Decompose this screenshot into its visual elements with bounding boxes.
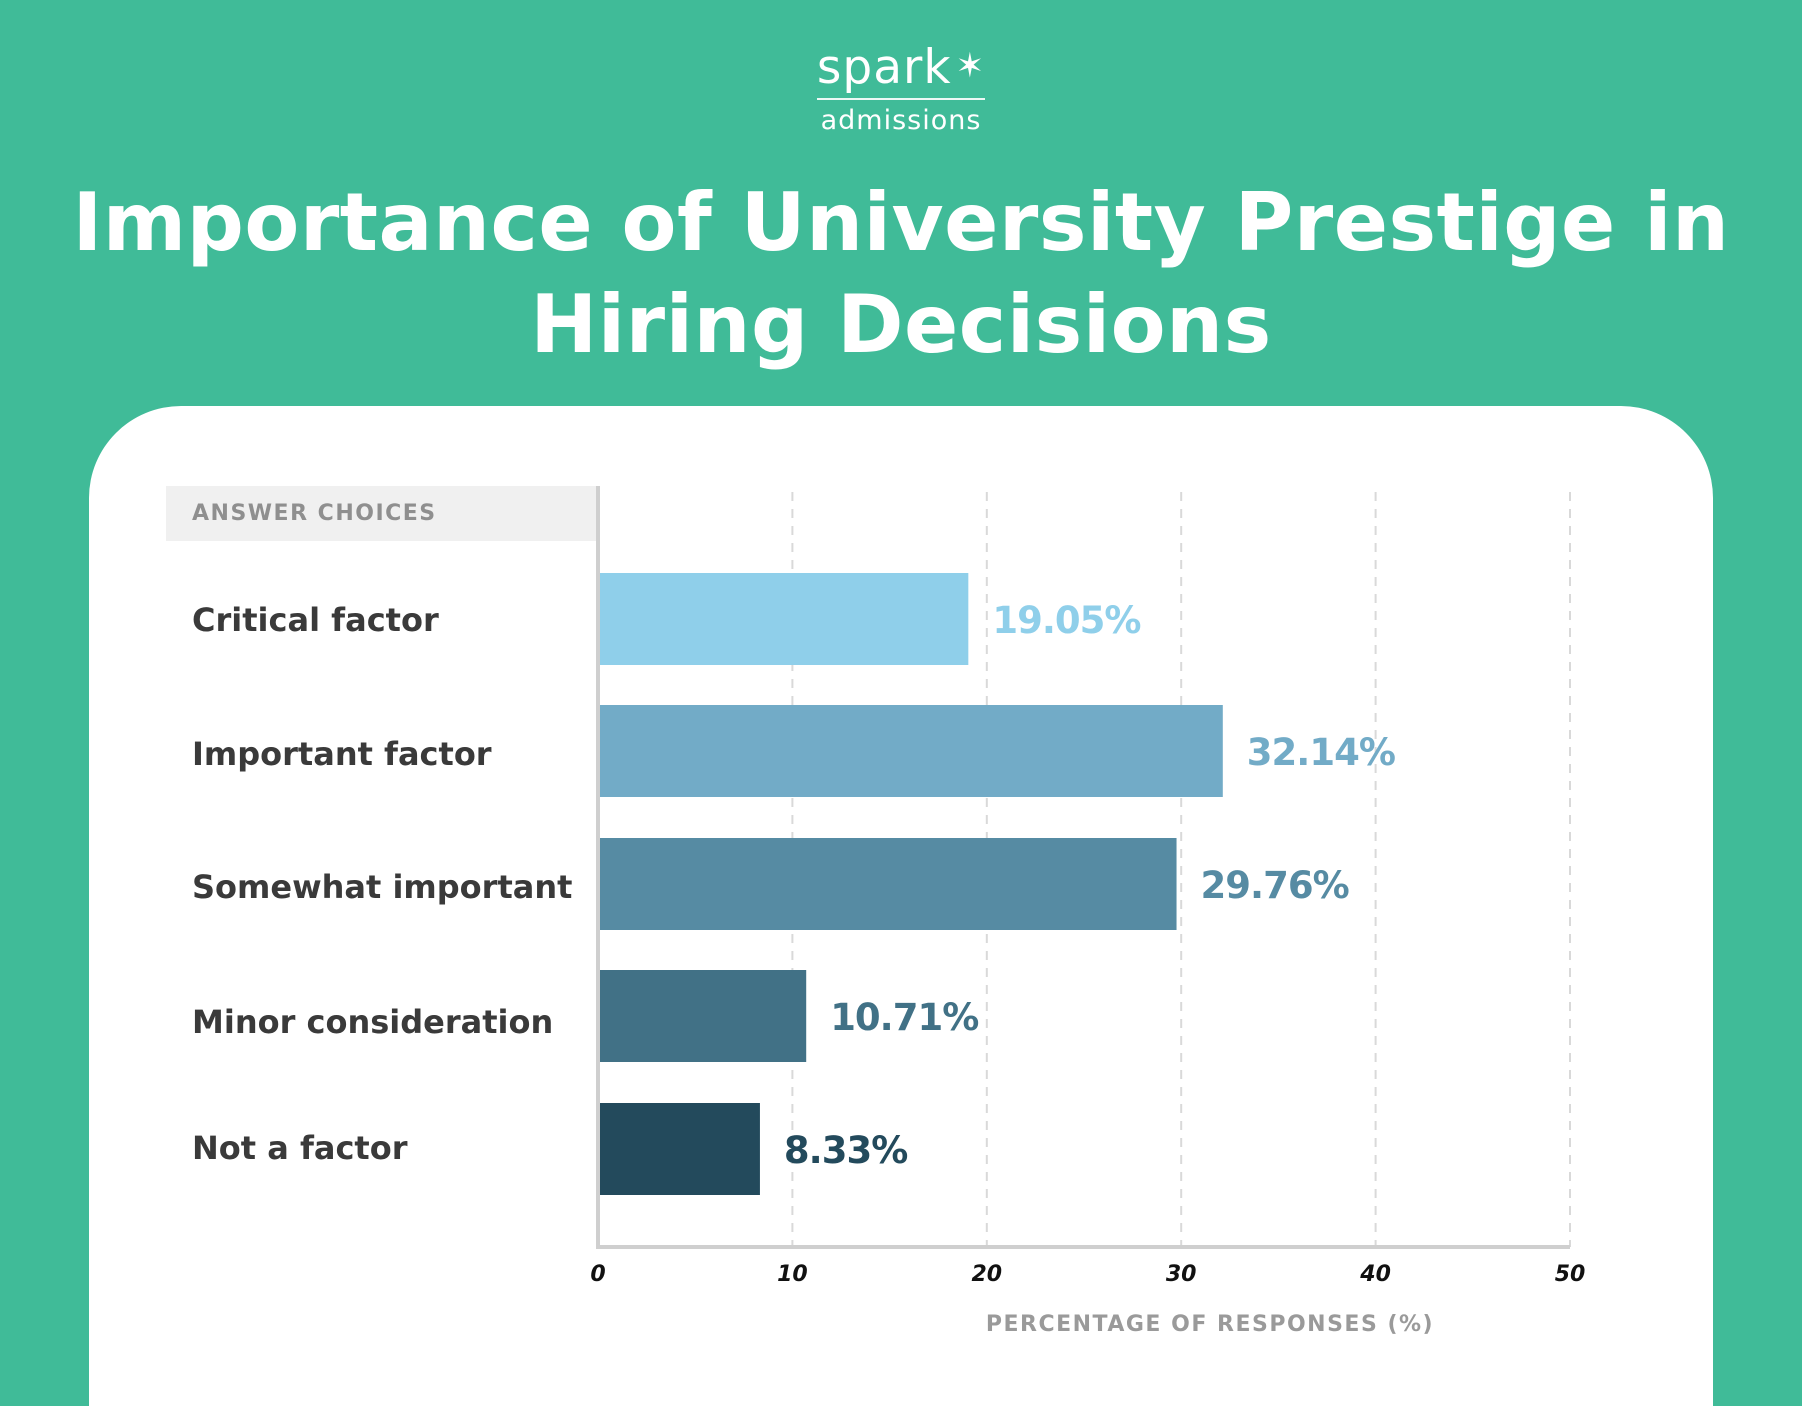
x-axis-title: PERCENTAGE OF RESPONSES (%) — [985, 1312, 1435, 1337]
bar — [600, 705, 1223, 797]
logo-wordmark: spark ✶ — [816, 40, 986, 95]
bar-value-label: 32.14% — [1247, 731, 1395, 774]
bar — [600, 573, 969, 665]
x-tick-label: 40 — [1359, 1262, 1391, 1287]
bar-value-label: 19.05% — [992, 599, 1140, 642]
x-tick-label: 30 — [1166, 1262, 1197, 1287]
bar — [600, 1103, 760, 1195]
bar — [600, 970, 807, 1062]
category-label-minor: Minor consideration — [192, 1003, 554, 1041]
logo: spark ✶ admissions — [0, 40, 1802, 136]
logo-subtitle: admissions — [820, 105, 982, 136]
star-icon: ✶ — [955, 46, 986, 86]
x-tick-label: 10 — [777, 1262, 808, 1287]
category-label-somewhat: Somewhat important — [192, 868, 573, 906]
answer-choices-header: ANSWER CHOICES — [166, 486, 597, 541]
logo-divider — [817, 98, 985, 100]
page-title: Importance of University Prestige in Hir… — [72, 176, 1730, 371]
bar-value-label: 10.71% — [830, 996, 978, 1039]
category-label-not: Not a factor — [192, 1129, 408, 1167]
bar — [600, 838, 1177, 930]
bar-value-label: 29.76% — [1201, 864, 1349, 907]
bar-value-label: 8.33% — [784, 1129, 907, 1172]
category-label-critical: Critical factor — [192, 601, 439, 639]
x-tick-label: 50 — [1555, 1262, 1586, 1287]
x-tick-label: 20 — [971, 1262, 1002, 1287]
category-label-important: Important factor — [192, 735, 492, 773]
x-tick-label: 0 — [590, 1262, 605, 1287]
